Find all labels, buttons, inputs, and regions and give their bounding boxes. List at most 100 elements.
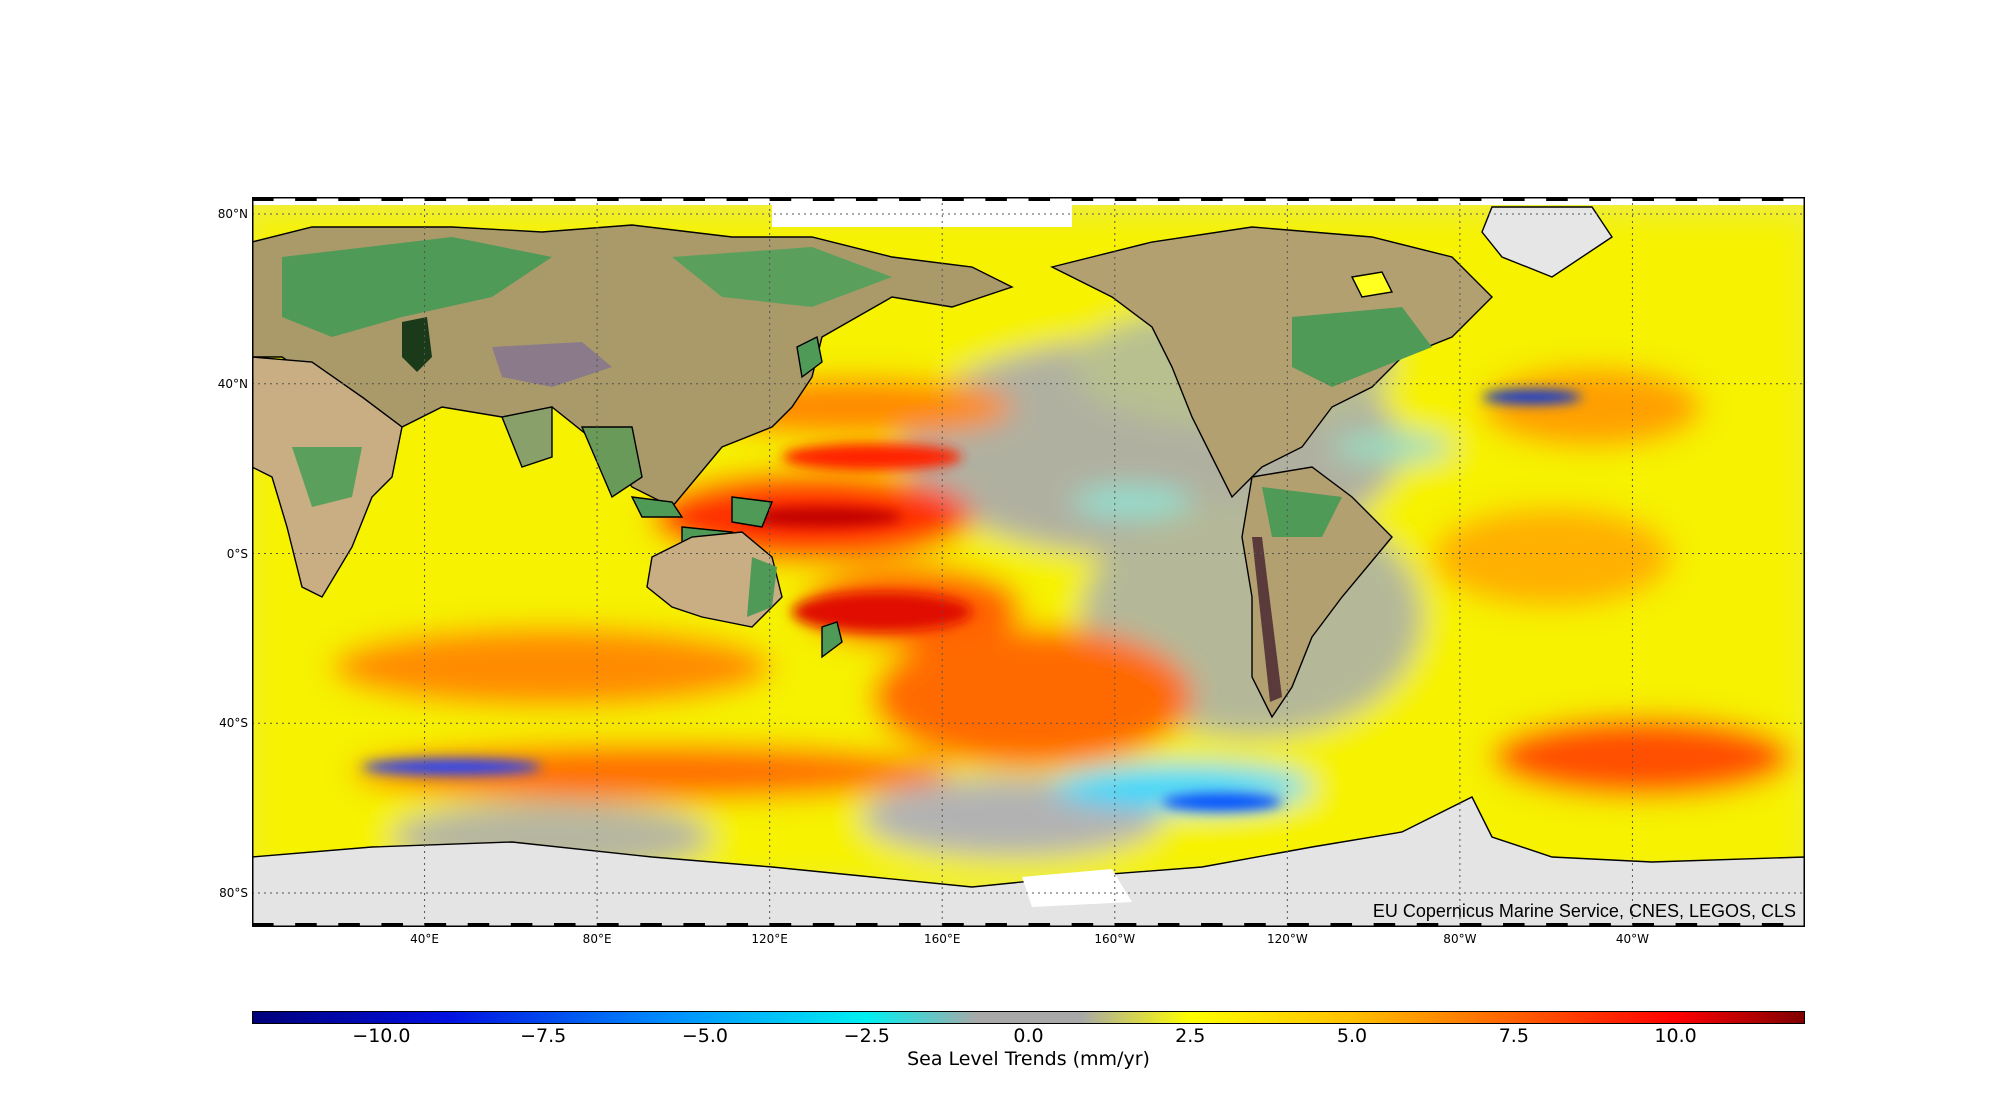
frame-tick (1201, 197, 1223, 201)
frame-tick (1244, 923, 1266, 927)
colorbar-tick-label: 0.0 (1013, 1025, 1044, 1047)
colorbar-tick-label: −10.0 (352, 1025, 411, 1047)
colorbar-tick-label: 2.5 (1175, 1025, 1206, 1047)
frame-tick (1287, 197, 1309, 201)
longitude-label: 160°W (1094, 932, 1136, 946)
longitude-label: 160°E (923, 932, 961, 946)
frame-tick (424, 923, 447, 927)
frame-tick (1114, 197, 1137, 201)
frame-tick (899, 197, 921, 201)
north-america-landmass (1049, 226, 1493, 499)
frame-tick (1675, 197, 1698, 201)
frame-tick (942, 923, 964, 927)
frame-tick (338, 197, 360, 201)
colorbar-tick-label: 5.0 (1336, 1025, 1368, 1047)
latitude-label: 0°S (226, 546, 248, 561)
frame-tick (1416, 197, 1439, 201)
frame-tick (726, 197, 749, 201)
frame-tick (1028, 197, 1051, 201)
greenland-landmass (1481, 206, 1613, 278)
map-frame-ticks (252, 197, 1784, 927)
frame-tick (1718, 197, 1741, 201)
colorbar-tick-label: −5.0 (681, 1025, 729, 1047)
frame-tick (252, 923, 274, 927)
frame-tick (467, 923, 490, 927)
frame-tick (424, 197, 447, 201)
frame-tick (942, 197, 964, 201)
frame-tick (553, 923, 576, 927)
frame-tick (1287, 923, 1309, 927)
world-map (252, 197, 1805, 927)
latitude-label: 80°S (219, 886, 248, 901)
frame-tick (1373, 197, 1396, 201)
frame-tick (1373, 923, 1396, 927)
colorbar-tick-label: 7.5 (1498, 1025, 1529, 1047)
frame-tick (1244, 197, 1266, 201)
frame-tick (1675, 923, 1698, 927)
frame-tick (295, 923, 317, 927)
frame-tick (1503, 923, 1525, 927)
frame-tick (1071, 923, 1094, 927)
frame-tick (338, 923, 360, 927)
frame-tick (640, 197, 662, 201)
colorbar-tick-label: −7.5 (520, 1025, 567, 1047)
longitude-label: 40°W (1615, 932, 1650, 946)
frame-tick (1503, 197, 1525, 201)
frame-tick (683, 197, 705, 201)
colorbar-tick-label: 10.0 (1654, 1025, 1697, 1047)
longitude-label: 40°E (410, 932, 439, 946)
frame-tick (597, 197, 619, 201)
frame-tick (1761, 923, 1784, 927)
frame-tick (1330, 923, 1353, 927)
longitude-label: 120°E (751, 932, 788, 946)
frame-tick (1718, 923, 1741, 927)
frame-tick (1546, 197, 1568, 201)
latitude-label: 40°S (219, 716, 248, 731)
frame-tick (726, 923, 749, 927)
frame-tick (1028, 923, 1051, 927)
frame-tick (1589, 923, 1611, 927)
frame-tick (1071, 197, 1094, 201)
frame-tick (1589, 197, 1611, 201)
frame-tick (769, 923, 792, 927)
frame-tick (1157, 197, 1180, 201)
frame-tick (985, 197, 1007, 201)
frame-tick (812, 923, 835, 927)
antarctica-landmass (252, 796, 1805, 927)
frame-tick (1201, 923, 1223, 927)
frame-tick (1459, 197, 1482, 201)
graticule-grid (252, 197, 1805, 927)
longitude-label: 80°E (582, 932, 612, 946)
frame-tick (510, 197, 533, 201)
frame-tick (381, 197, 403, 201)
frame-tick (769, 197, 792, 201)
frame-tick (553, 197, 576, 201)
frame-tick (1416, 923, 1439, 927)
frame-tick (683, 923, 705, 927)
frame-tick (1761, 197, 1784, 201)
frame-tick (1459, 923, 1482, 927)
colorbar (252, 1011, 1805, 1024)
frame-tick (985, 923, 1007, 927)
longitude-label: 80°W (1443, 932, 1477, 946)
frame-tick (1114, 923, 1137, 927)
frame-tick (597, 923, 619, 927)
frame-tick (812, 197, 835, 201)
frame-tick (510, 923, 533, 927)
frame-tick (855, 923, 878, 927)
colorbar-tick-label: −2.5 (843, 1025, 890, 1047)
frame-tick (899, 923, 921, 927)
latitude-label: 80°N (217, 206, 248, 221)
south-asia-landmass (501, 406, 553, 468)
frame-tick (855, 197, 878, 201)
data-credit: EU Copernicus Marine Service, CNES, LEGO… (1372, 901, 1796, 921)
latitude-label: 40°N (217, 376, 248, 391)
frame-tick (381, 923, 403, 927)
longitude-label: 120°W (1266, 932, 1308, 946)
frame-tick (467, 197, 490, 201)
frame-tick (1157, 923, 1180, 927)
frame-tick (640, 923, 662, 927)
frame-tick (1546, 923, 1568, 927)
frame-tick (1632, 197, 1655, 201)
